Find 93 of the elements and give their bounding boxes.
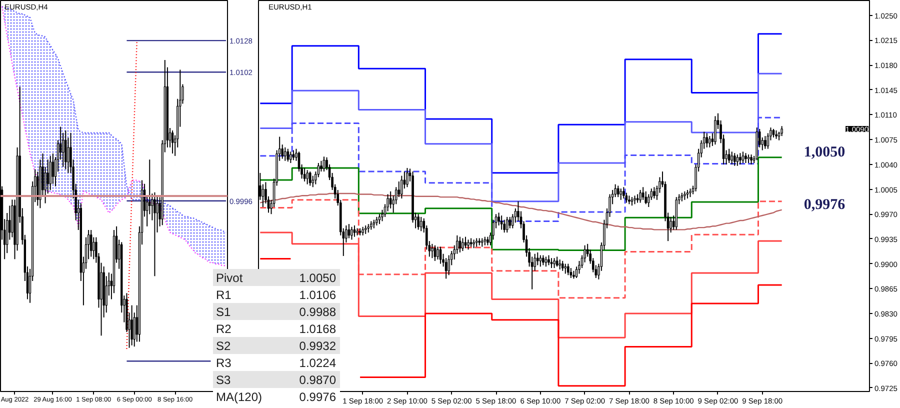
candlestick	[670, 216, 672, 234]
candlestick	[154, 192, 156, 277]
candlestick	[542, 254, 544, 266]
line-series	[126, 40, 138, 350]
candlestick	[431, 243, 434, 259]
candlestick	[730, 151, 734, 165]
candlestick	[639, 189, 642, 204]
candlestick	[503, 219, 506, 234]
candlestick	[780, 126, 783, 137]
data-label: 0.9870	[298, 372, 337, 388]
candlestick	[171, 130, 174, 154]
candlestick	[417, 214, 420, 230]
table-row: R3 1.0224	[213, 354, 340, 371]
candlestick	[303, 167, 306, 182]
candlestick	[306, 170, 308, 185]
candlestick	[539, 254, 542, 268]
candlestick	[292, 150, 295, 161]
candlestick	[448, 254, 450, 276]
data-label: 0,9976	[804, 196, 846, 213]
category-label: S3	[215, 372, 232, 388]
data-label: 0.9988	[298, 304, 337, 320]
candlestick	[378, 214, 381, 225]
candlestick	[406, 167, 408, 188]
candlestick	[644, 190, 648, 205]
candlestick	[708, 136, 711, 148]
data-label: 0.9976	[298, 388, 337, 405]
candlestick	[706, 132, 708, 148]
table-row: R1 1.0106	[213, 286, 340, 303]
candlestick	[622, 186, 625, 199]
candlestick	[462, 238, 464, 252]
candlestick	[467, 239, 470, 250]
candlestick	[550, 258, 553, 269]
candlestick	[500, 215, 503, 230]
candlestick	[750, 154, 752, 165]
category-label: S2	[215, 338, 232, 354]
candlestick	[400, 175, 403, 199]
data-label: 1.0224	[298, 354, 337, 371]
candlestick	[130, 304, 133, 346]
table-row: S3 0.9870	[213, 371, 340, 388]
candlestick	[312, 175, 314, 188]
data-label: 1.0168	[298, 320, 337, 337]
candlestick	[564, 263, 567, 274]
candlestick	[64, 130, 67, 170]
data-label: 1,0050	[804, 144, 846, 160]
candlestick	[556, 256, 558, 268]
candlestick	[90, 230, 92, 258]
category-label: R2	[215, 320, 232, 337]
candlestick	[436, 246, 439, 260]
candlestick	[739, 152, 742, 165]
table-row: R2 1.0168	[213, 320, 340, 337]
candlestick	[284, 146, 286, 162]
candlestick	[286, 148, 290, 162]
category-label: R3	[215, 354, 232, 371]
category-label: R1	[215, 286, 232, 303]
candlestick	[714, 116, 716, 146]
candlestick	[744, 152, 747, 164]
candlestick	[290, 151, 292, 164]
candlestick	[616, 185, 620, 198]
candlestick	[620, 188, 622, 200]
candlestick	[728, 148, 730, 164]
candlestick	[420, 216, 422, 232]
candlestick	[558, 259, 561, 270]
candlestick	[458, 236, 462, 253]
candlestick	[506, 216, 508, 234]
candlestick	[733, 152, 736, 166]
candlestick	[570, 268, 572, 278]
candlestick	[508, 216, 512, 229]
data-label: 1.0106	[298, 286, 337, 303]
candlestick	[548, 254, 550, 266]
candlestick	[561, 260, 564, 272]
data-label: 1.0050	[298, 270, 337, 286]
candlestick	[156, 196, 158, 233]
candlestick	[49, 155, 52, 190]
candlestick	[353, 224, 356, 238]
candlestick	[567, 263, 570, 276]
candlestick	[742, 151, 744, 164]
candlestick	[553, 258, 556, 269]
candlestick	[736, 154, 739, 166]
candlestick	[764, 136, 766, 150]
category-label: MA(120)	[215, 388, 264, 405]
candlestick	[544, 256, 548, 268]
category-label: S1	[215, 304, 232, 320]
candlestick	[464, 236, 467, 249]
candlestick	[350, 226, 353, 240]
candlestick	[308, 171, 312, 186]
candlestick	[642, 186, 644, 200]
candlestick	[653, 186, 656, 199]
candlestick	[389, 190, 392, 209]
candlestick	[498, 212, 500, 226]
table-row: MA(120) 0.9976	[213, 388, 340, 405]
category-label: Pivot	[215, 270, 244, 286]
candlestick	[444, 258, 448, 280]
data-label: 0.9932	[298, 338, 337, 354]
